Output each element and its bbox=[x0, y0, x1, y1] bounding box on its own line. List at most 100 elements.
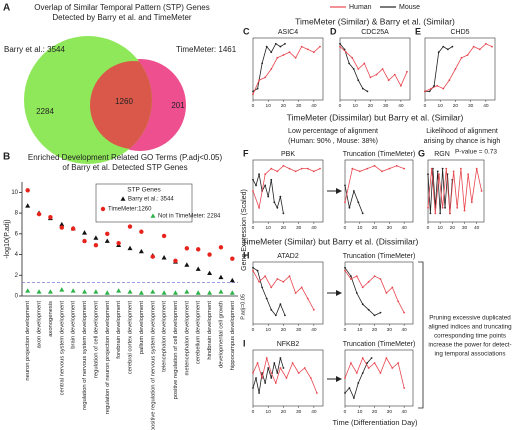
human-point bbox=[373, 362, 376, 364]
human-point bbox=[470, 201, 473, 204]
data-point bbox=[82, 238, 87, 244]
data-point bbox=[47, 289, 53, 294]
human-point bbox=[300, 286, 303, 289]
human-line bbox=[252, 356, 318, 394]
human-point bbox=[459, 167, 462, 170]
human-point bbox=[442, 87, 445, 90]
mouse-point bbox=[256, 269, 259, 272]
human-line bbox=[339, 46, 408, 87]
human-point bbox=[288, 275, 291, 278]
x-tick-label: developmental cell growth bbox=[218, 301, 224, 368]
legend-label: Not in TimeMeter: 2284 bbox=[158, 214, 221, 220]
plot-title: Truncation (TimeMeter) bbox=[343, 253, 416, 260]
human-point bbox=[381, 170, 383, 173]
data-point bbox=[172, 290, 178, 295]
panel-label: G bbox=[418, 148, 425, 158]
mouse-point bbox=[282, 367, 285, 369]
human-point bbox=[264, 76, 267, 79]
human-point bbox=[288, 51, 291, 54]
mouse-point bbox=[284, 42, 286, 45]
human-point bbox=[252, 93, 254, 96]
legend-label: Mouse bbox=[399, 4, 420, 11]
x-tick-label: axonogenesis bbox=[48, 301, 54, 337]
mouse-line bbox=[252, 43, 286, 92]
y-tick-label: 0 bbox=[15, 294, 19, 300]
mouse-point bbox=[267, 195, 270, 198]
x-tick-label: 20 bbox=[450, 225, 456, 231]
x-tick-label: metencephalon development bbox=[184, 301, 190, 376]
mouse-line bbox=[344, 267, 381, 316]
mouse-point bbox=[276, 372, 279, 374]
mouse-line bbox=[344, 357, 372, 400]
mouse-point bbox=[284, 314, 286, 317]
data-point bbox=[173, 258, 178, 263]
mouse-point bbox=[433, 84, 436, 87]
panel-title: Detected by Barry et al. and TimeMeter bbox=[52, 13, 192, 22]
data-point bbox=[138, 290, 144, 295]
x-tick-label: 10 bbox=[266, 409, 272, 415]
plot-frame bbox=[424, 37, 496, 101]
panel-title: Overlap of Similar Temporal Pattern (STP… bbox=[34, 3, 209, 12]
y-axis-label: -log10(P.adj) bbox=[4, 219, 11, 258]
data-point bbox=[184, 289, 190, 294]
x-tick-label: telencephalon development bbox=[162, 301, 168, 372]
x-tick-label: positive regulation of nervous system de… bbox=[150, 301, 156, 430]
x-tick-label: positive regulation of cell development bbox=[173, 301, 179, 400]
human-point bbox=[427, 206, 429, 209]
human-point bbox=[297, 372, 300, 374]
mouse-line bbox=[339, 43, 368, 92]
mouse-point bbox=[265, 45, 268, 48]
x-tick-label: 40 bbox=[311, 225, 317, 231]
summary-text: corresponding time points bbox=[434, 333, 506, 340]
summary-text: ing temporal associations bbox=[434, 351, 505, 358]
mouse-point bbox=[437, 51, 440, 54]
mouse-point bbox=[373, 314, 376, 317]
x-tick-label: 30 bbox=[468, 103, 474, 109]
data-point bbox=[104, 238, 110, 243]
human-point bbox=[319, 167, 321, 170]
data-point bbox=[93, 235, 99, 240]
human-point bbox=[288, 167, 291, 170]
note: arising by chance is high bbox=[424, 138, 501, 145]
x-tick-label: 20 bbox=[368, 103, 374, 109]
x-tick-label: 40 bbox=[401, 327, 407, 333]
human-line bbox=[424, 43, 493, 92]
mouse-point bbox=[258, 173, 260, 176]
data-point bbox=[120, 196, 126, 201]
threshold-label: P.adj=0.05 bbox=[240, 294, 246, 320]
y-tick-label: 8 bbox=[15, 211, 19, 217]
data-point bbox=[36, 211, 42, 217]
mouse-point bbox=[279, 357, 282, 359]
x-tick-label: 40 bbox=[398, 103, 404, 109]
mouse-point bbox=[361, 303, 364, 306]
data-point bbox=[116, 240, 121, 246]
data-point bbox=[127, 245, 133, 251]
human-point bbox=[294, 292, 297, 294]
x-tick-label: 20 bbox=[372, 409, 378, 415]
human-point bbox=[478, 48, 481, 51]
data-point bbox=[161, 233, 167, 239]
human-point bbox=[339, 45, 341, 48]
plot-frame bbox=[252, 37, 324, 101]
plot-frame bbox=[344, 349, 414, 407]
y-tick-label: 6 bbox=[15, 231, 19, 237]
data-point bbox=[218, 245, 224, 250]
data-point bbox=[93, 289, 99, 294]
human-point bbox=[403, 387, 406, 389]
data-point bbox=[150, 213, 156, 218]
panel-label: B bbox=[3, 152, 10, 163]
human-point bbox=[491, 45, 493, 48]
human-point bbox=[351, 167, 354, 170]
x-tick-label: 40 bbox=[311, 327, 317, 333]
mouse-point bbox=[265, 297, 268, 300]
x-tick-label: 0 bbox=[252, 409, 255, 415]
plot-title: CDC25A bbox=[361, 29, 389, 36]
human-point bbox=[367, 367, 370, 369]
human-point bbox=[252, 190, 254, 192]
x-tick-label: cerebral cortex development bbox=[128, 301, 134, 375]
human-point bbox=[258, 79, 260, 82]
x-tick-label: 0 bbox=[252, 327, 255, 333]
human-point bbox=[391, 286, 394, 289]
mouse-point bbox=[348, 206, 351, 209]
human-point bbox=[276, 278, 279, 280]
